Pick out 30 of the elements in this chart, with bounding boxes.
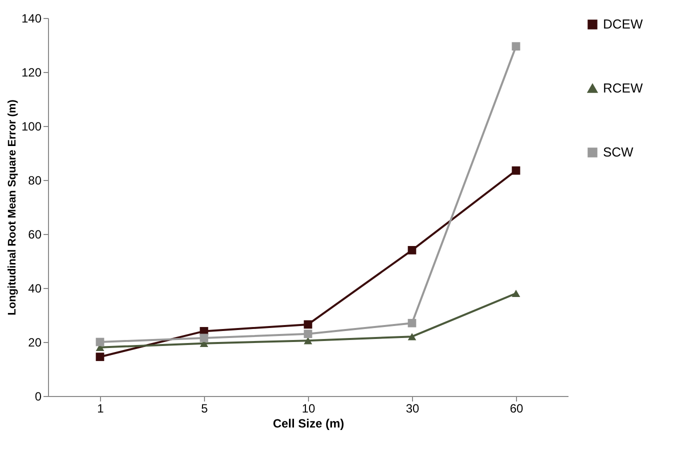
- legend-label: DCEW: [603, 16, 644, 32]
- point: [512, 290, 520, 298]
- point: [408, 318, 416, 328]
- point: [408, 246, 416, 254]
- point: [408, 332, 416, 340]
- x-tick-label: 5: [201, 402, 208, 416]
- point: [200, 334, 208, 342]
- x-tick-label: 1: [97, 402, 104, 416]
- point: [304, 337, 312, 344]
- point: [304, 330, 312, 338]
- x-tick-label: 60: [510, 402, 524, 416]
- y-tick-label: 60: [28, 228, 42, 242]
- y-tick-label: 40: [28, 282, 42, 296]
- legend-label: RCEW: [603, 80, 644, 96]
- x-axis-title: Cell Size (m): [272, 416, 344, 430]
- y-tick-label: 20: [28, 336, 42, 350]
- point: [512, 166, 520, 175]
- y-tick-label: 0: [34, 390, 42, 404]
- point: [96, 352, 104, 362]
- point: [96, 338, 104, 346]
- legend-label: SCW: [603, 144, 634, 160]
- y-axis-title: Longitudinal Root Mean Square Error (m): [6, 99, 18, 316]
- x-tick-label: 30: [406, 402, 420, 416]
- y-tick-label: 120: [21, 66, 42, 80]
- point: [304, 320, 312, 329]
- point: [512, 42, 520, 51]
- x-tick-label: 10: [302, 402, 316, 416]
- y-tick-label: 80: [28, 174, 42, 188]
- y-tick-label: 140: [21, 12, 42, 26]
- y-tick-label: 100: [21, 120, 42, 134]
